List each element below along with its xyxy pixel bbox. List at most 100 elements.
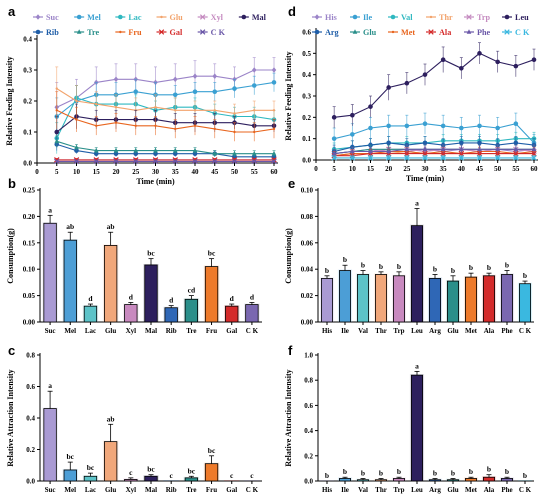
legend-entry: Ile: [350, 13, 372, 22]
series-line: [56, 81, 275, 117]
chart-c: 0.0 0.2 0.4 0.6 0.8 Relative Attraction Inten…: [6, 352, 262, 494]
data-point: [212, 73, 218, 79]
bar: [225, 305, 239, 323]
y-tick-label: 0.02: [301, 292, 314, 300]
bar: [393, 478, 405, 482]
x-tick-label: Trp: [393, 486, 404, 494]
bar: [465, 276, 477, 323]
bar: [483, 275, 495, 323]
bar: [144, 475, 158, 482]
bar-group: b Ile: [337, 467, 353, 494]
y-tick-label: 0.0: [302, 157, 311, 165]
significance-label: ab: [107, 414, 115, 423]
significance-label: ab: [107, 222, 115, 231]
x-tick-label: 40: [192, 168, 200, 176]
series-line: [56, 88, 274, 114]
data-point: [232, 150, 237, 156]
data-point: [192, 158, 198, 165]
data-point: [386, 140, 391, 146]
significance-label: c: [170, 471, 174, 480]
bar-group: c C K: [244, 471, 260, 494]
bar-group: b Arg: [427, 264, 443, 335]
bar: [321, 278, 333, 323]
legend: His Ile Val Thr Trp Leu Arg Glu Met Ala Phe C K: [312, 13, 530, 37]
x-tick-label: Tre: [186, 327, 196, 335]
series-line: [334, 142, 535, 153]
x-tick-label: Fru: [206, 327, 217, 335]
bar-group: b Ala: [481, 263, 497, 335]
data-point: [172, 158, 178, 165]
significance-label: b: [487, 263, 491, 272]
bar: [124, 479, 138, 482]
significance-label: b: [397, 467, 401, 476]
x-axis-title: Time (min): [406, 174, 445, 183]
data-point: [477, 123, 482, 129]
x-tick-label: 35: [440, 165, 448, 173]
legend-entry: His: [312, 13, 337, 22]
data-point: [113, 76, 119, 83]
y-tick-label: 0.05: [23, 292, 36, 300]
series-line: [56, 115, 274, 133]
x-tick-label: Mal: [145, 486, 157, 494]
significance-label: bc: [208, 446, 216, 455]
legend-entry: Xyl: [197, 13, 224, 22]
data-point: [422, 72, 428, 77]
legend-marker: [76, 14, 82, 20]
data-point: [368, 125, 373, 131]
x-tick-label: C K: [246, 486, 259, 494]
x-tick-label: Phe: [501, 486, 512, 494]
series-phe: [331, 144, 537, 158]
chart-b: 0.00 0.05 0.10 0.15 0.20 0.25 Consumption(g) a S…: [6, 187, 262, 335]
significance-label: a: [48, 205, 52, 214]
data-point: [422, 140, 428, 146]
x-tick-label: 30: [152, 168, 160, 176]
y-tick-label: 0.6: [304, 402, 313, 410]
bar: [357, 479, 369, 482]
legend-label: Glu: [363, 28, 377, 37]
x-tick-label: 45: [476, 165, 484, 173]
y-tick-label: 0.8: [304, 377, 313, 385]
series-arg: [331, 136, 537, 158]
x-tick-label: Glu: [447, 486, 458, 494]
bar-group: ab Mel: [62, 222, 79, 335]
legend-label: Gal: [170, 28, 183, 37]
legend-entry: Fru: [115, 28, 142, 37]
bar-group: b Glu: [445, 468, 461, 494]
bar-group: d Gal: [223, 294, 240, 335]
significance-label: b: [433, 264, 437, 273]
x-tick-label: Lac: [85, 327, 96, 335]
y-tick-label: 0.25: [23, 187, 36, 195]
panel-label-e: e: [288, 176, 295, 191]
bar: [43, 222, 57, 323]
legend-marker: [241, 14, 247, 20]
y-tick-label: 0.3: [23, 67, 32, 75]
y-axis-title: Relative Feeding Intensity: [5, 56, 14, 145]
data-point: [386, 148, 391, 154]
x-tick-label: 20: [385, 165, 393, 173]
bar-group: b Ile: [337, 255, 353, 335]
bar-group: bc Lac: [82, 463, 99, 494]
data-point: [134, 124, 137, 128]
significance-label: d: [250, 292, 255, 301]
significance-label: b: [343, 255, 347, 264]
legend-entry: C K: [197, 28, 226, 37]
bar-group: bc Mal: [143, 465, 159, 494]
legend-entry: C K: [502, 28, 530, 37]
legend-label: Fru: [128, 28, 142, 37]
data-point: [349, 155, 356, 161]
x-tick-label: 5: [55, 168, 59, 176]
bar: [144, 264, 158, 323]
x-tick-label: 5: [332, 165, 336, 173]
data-point: [331, 136, 337, 141]
x-tick-label: Xyl: [126, 327, 137, 335]
data-point: [404, 155, 410, 161]
x-tick-label: 45: [211, 168, 219, 176]
x-tick-label: His: [322, 327, 332, 335]
series-ck: [54, 158, 277, 165]
legend-marker: [390, 14, 396, 20]
data-point: [54, 138, 60, 144]
y-tick-label: 0.2: [304, 452, 313, 460]
y-tick-label: 0.4: [302, 71, 311, 79]
legend-marker: [35, 29, 41, 35]
bar: [375, 479, 387, 482]
